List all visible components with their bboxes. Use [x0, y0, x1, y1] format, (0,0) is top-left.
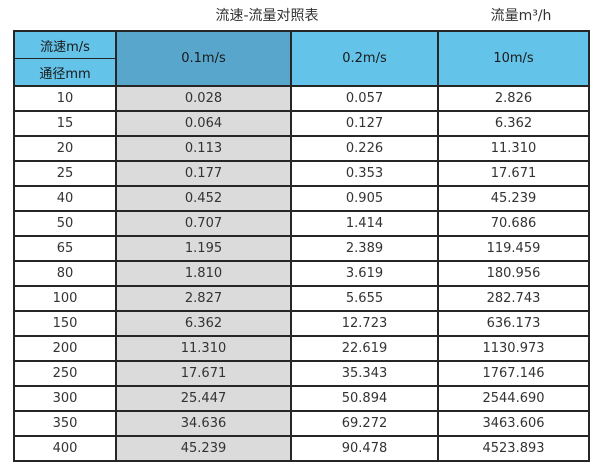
flow-rate-table: 流速m/s 0.1m/s 0.2m/s 10m/s 通径mm 10 0.028 0.…: [13, 30, 590, 462]
flow-cell: 282.743: [437, 285, 590, 312]
header-speed-0-1: 0.1m/s: [115, 30, 292, 87]
table-row: 300 25.447 50.894 2544.690: [13, 385, 590, 412]
flow-cell: 11.310: [115, 335, 292, 362]
table-row: 65 1.195 2.389 119.459: [13, 235, 590, 262]
flow-cell: 0.057: [290, 85, 439, 112]
header-row-velocity: 流速m/s 0.1m/s 0.2m/s 10m/s: [13, 30, 590, 87]
diameter-cell: 200: [13, 335, 117, 362]
flow-cell: 69.272: [290, 410, 439, 437]
flow-cell: 1.414: [290, 210, 439, 237]
table-row: 80 1.810 3.619 180.956: [13, 260, 590, 287]
table-body: 10 0.028 0.057 2.826 15 0.064 0.127 6.362 20 0.…: [13, 85, 590, 462]
flow-cell: 0.707: [115, 210, 292, 237]
table-row: 200 11.310 22.619 1130.973: [13, 335, 590, 362]
diameter-cell: 300: [13, 385, 117, 412]
flow-cell: 2.826: [437, 85, 590, 112]
table-row: 15 0.064 0.127 6.362: [13, 110, 590, 137]
flow-cell: 0.177: [115, 160, 292, 187]
table-row: 40 0.452 0.905 45.239: [13, 185, 590, 212]
flow-cell: 0.905: [290, 185, 439, 212]
diameter-cell: 65: [13, 235, 117, 262]
table-row: 10 0.028 0.057 2.826: [13, 85, 590, 112]
flow-cell: 11.310: [437, 135, 590, 162]
flow-cell: 0.127: [290, 110, 439, 137]
table-row: 20 0.113 0.226 11.310: [13, 135, 590, 162]
flow-cell: 6.362: [115, 310, 292, 337]
flow-cell: 70.686: [437, 210, 590, 237]
diameter-cell: 10: [13, 85, 117, 112]
flow-cell: 0.064: [115, 110, 292, 137]
flow-cell: 1.195: [115, 235, 292, 262]
header-speed-10: 10m/s: [437, 30, 590, 87]
diameter-cell: 250: [13, 360, 117, 387]
diameter-cell: 400: [13, 435, 117, 462]
table-title: 流速-流量对照表: [215, 8, 319, 24]
table-row: 350 34.636 69.272 3463.606: [13, 410, 590, 437]
flow-cell: 0.226: [290, 135, 439, 162]
flow-cell: 34.636: [115, 410, 292, 437]
flow-cell: 17.671: [115, 360, 292, 387]
flow-cell: 45.239: [115, 435, 292, 462]
diameter-cell: 25: [13, 160, 117, 187]
flow-cell: 3463.606: [437, 410, 590, 437]
table-row: 50 0.707 1.414 70.686: [13, 210, 590, 237]
flow-cell: 2.389: [290, 235, 439, 262]
flow-cell: 0.452: [115, 185, 292, 212]
table-row: 25 0.177 0.353 17.671: [13, 160, 590, 187]
flow-cell: 3.619: [290, 260, 439, 287]
header-velocity-label: 流速m/s: [13, 30, 117, 59]
flow-cell: 0.028: [115, 85, 292, 112]
flow-cell: 90.478: [290, 435, 439, 462]
flow-cell: 180.956: [437, 260, 590, 287]
flow-cell: 6.362: [437, 110, 590, 137]
flow-cell: 119.459: [437, 235, 590, 262]
diameter-cell: 80: [13, 260, 117, 287]
diameter-cell: 40: [13, 185, 117, 212]
diameter-cell: 50: [13, 210, 117, 237]
table-row: 100 2.827 5.655 282.743: [13, 285, 590, 312]
diameter-cell: 100: [13, 285, 117, 312]
header-speed-0-2: 0.2m/s: [290, 30, 439, 87]
flow-cell: 1.810: [115, 260, 292, 287]
table-row: 150 6.362 12.723 636.173: [13, 310, 590, 337]
header-diameter-label: 通径mm: [13, 58, 117, 87]
flow-cell: 12.723: [290, 310, 439, 337]
diameter-cell: 15: [13, 110, 117, 137]
table-row: 250 17.671 35.343 1767.146: [13, 360, 590, 387]
flow-cell: 45.239: [437, 185, 590, 212]
table-row: 400 45.239 90.478 4523.893: [13, 435, 590, 462]
diameter-cell: 20: [13, 135, 117, 162]
flow-cell: 5.655: [290, 285, 439, 312]
header-row-diameter: 通径mm: [13, 58, 589, 87]
table-header: 流速m/s 0.1m/s 0.2m/s 10m/s 通径mm: [13, 30, 590, 87]
flow-cell: 1767.146: [437, 360, 590, 387]
flow-cell: 4523.893: [437, 435, 590, 462]
flow-cell: 0.353: [290, 160, 439, 187]
flow-cell: 1130.973: [437, 335, 590, 362]
flow-unit-label: 流量m³/h: [490, 8, 552, 24]
flow-cell: 25.447: [115, 385, 292, 412]
flow-cell: 35.343: [290, 360, 439, 387]
flow-cell: 50.894: [290, 385, 439, 412]
flow-cell: 2544.690: [437, 385, 590, 412]
diameter-cell: 150: [13, 310, 117, 337]
flow-cell: 2.827: [115, 285, 292, 312]
diameter-cell: 350: [13, 410, 117, 437]
flow-cell: 17.671: [437, 160, 590, 187]
flow-cell: 636.173: [437, 310, 590, 337]
flow-cell: 0.113: [115, 135, 292, 162]
flow-cell: 22.619: [290, 335, 439, 362]
